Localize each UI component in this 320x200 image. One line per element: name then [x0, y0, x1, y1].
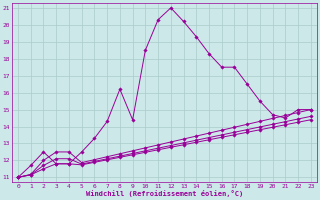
X-axis label: Windchill (Refroidissement éolien,°C): Windchill (Refroidissement éolien,°C)	[86, 190, 243, 197]
